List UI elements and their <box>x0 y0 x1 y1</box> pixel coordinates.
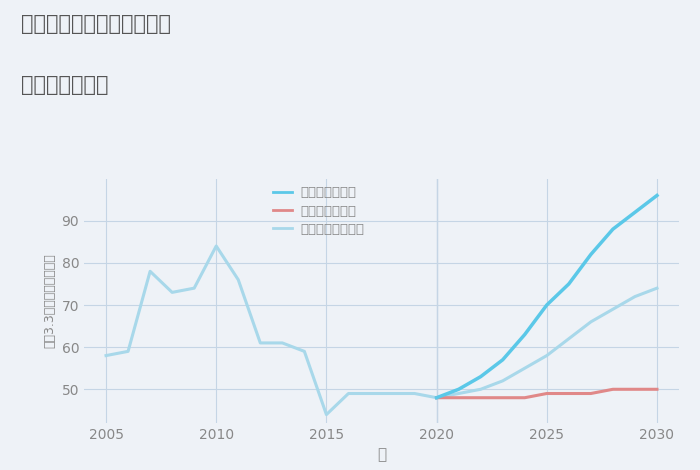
Text: 大阪府豊能郡能勢町稲地の: 大阪府豊能郡能勢町稲地の <box>21 14 171 34</box>
X-axis label: 年: 年 <box>377 447 386 462</box>
Y-axis label: 坪（3.3㎡）単価（万円）: 坪（3.3㎡）単価（万円） <box>43 253 56 348</box>
Text: 土地の価格推移: 土地の価格推移 <box>21 75 108 95</box>
Legend: グッドシナリオ, バッドシナリオ, ノーマルシナリオ: グッドシナリオ, バッドシナリオ, ノーマルシナリオ <box>267 181 370 241</box>
